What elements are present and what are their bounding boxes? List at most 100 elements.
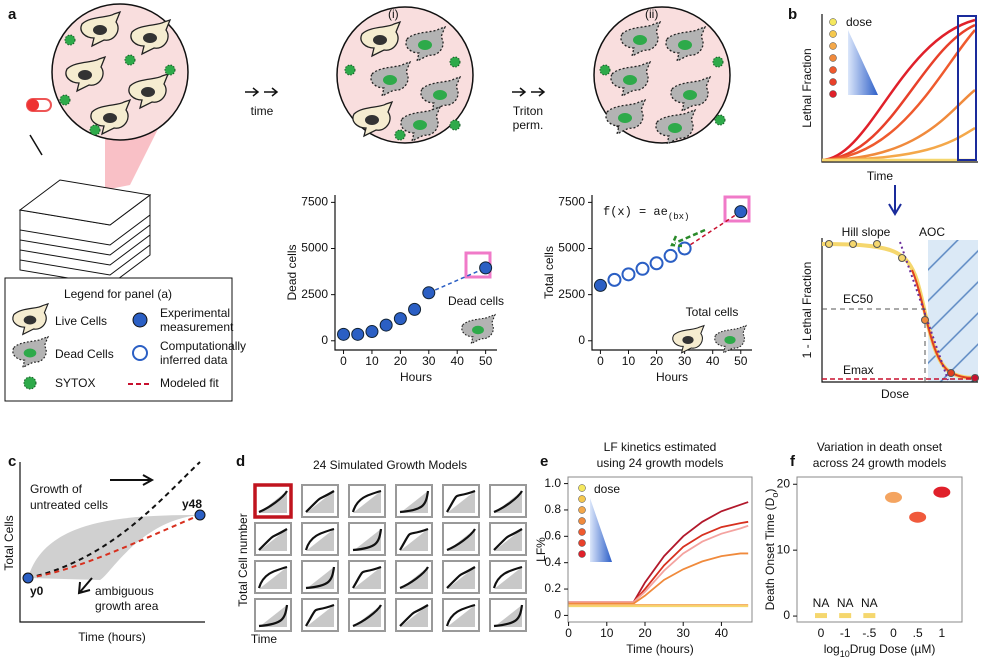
live-cell [90, 98, 132, 136]
sytox [64, 34, 76, 46]
model-curve [304, 527, 335, 551]
nucleus [682, 336, 694, 344]
nucleus [103, 113, 117, 123]
legend-label: inferred data [160, 353, 228, 367]
nucleus [365, 115, 379, 125]
y-tick-label: 2500 [558, 287, 585, 301]
dead-cell [400, 105, 442, 143]
legend-label: Live Cells [55, 314, 107, 328]
panel-a-art [4, 3, 751, 402]
sytox [59, 94, 71, 106]
y-tick-label: 0.6 [544, 528, 561, 542]
x-tick-label: 30 [677, 626, 691, 640]
series-line [568, 552, 749, 605]
data-point [393, 312, 407, 326]
series-line [568, 524, 749, 604]
model-curve [446, 528, 476, 552]
panel-label: a [8, 6, 17, 23]
live-cell [672, 324, 705, 354]
x-tick-label: 40 [715, 626, 729, 640]
axis-label: Death Onset Time (Do) [763, 489, 780, 611]
chart-title: using 24 growth models [597, 456, 724, 470]
zoom-cone [105, 125, 160, 190]
y-tick-label: 0.2 [544, 581, 561, 595]
na-label: NA [813, 596, 830, 610]
sytox [712, 56, 724, 68]
axis-label: Total Cell number [236, 513, 250, 606]
panel-c-art [19, 461, 206, 623]
model-area [259, 567, 287, 589]
model-area [400, 529, 428, 551]
data-point [621, 267, 636, 282]
dead-cell [405, 25, 447, 63]
formula-part: (bx) [668, 212, 690, 222]
fit-line [428, 267, 486, 294]
sytox [164, 64, 176, 76]
nucleus [668, 123, 682, 133]
nucleus [618, 113, 632, 123]
dose-dot [578, 539, 586, 547]
x-tick-label: -1 [840, 626, 851, 640]
model-area [306, 529, 334, 551]
model-curve [445, 603, 476, 627]
y-tick-label: 2500 [301, 287, 328, 301]
dead-cell [670, 75, 712, 113]
model-area [447, 605, 475, 627]
axis [334, 195, 497, 351]
data-point [649, 256, 664, 271]
nucleus [78, 70, 92, 80]
plot-frame [796, 476, 963, 623]
dose-dot [578, 495, 586, 503]
annotation: AOC [919, 225, 945, 239]
x-tick-label: 0 [340, 354, 347, 368]
axis-label-part: o [770, 493, 780, 498]
model-curve [305, 490, 335, 513]
model-curve [352, 565, 382, 589]
model-area [494, 567, 522, 589]
sytox [23, 376, 37, 390]
model-curve [257, 565, 288, 589]
axis-label-part: ) [763, 489, 777, 493]
data-point [337, 327, 351, 341]
highlight [723, 195, 751, 223]
annotation: Growth of [30, 482, 83, 496]
live-cell [80, 10, 122, 48]
dose-dot [578, 550, 586, 558]
arrow-label: time [251, 104, 274, 118]
annotation: ambiguous [95, 584, 154, 598]
live-cell [128, 72, 170, 110]
model-curve [493, 604, 524, 628]
x-tick-label: 50 [479, 354, 493, 368]
data-cluster [933, 486, 951, 498]
model-area [400, 605, 428, 627]
axis-label: Dead cells [285, 244, 299, 300]
chart-title: 24 Simulated Growth Models [313, 458, 467, 472]
dead-cell [370, 60, 412, 98]
na-marker [863, 613, 876, 619]
nucleus [373, 35, 387, 45]
live-cell [130, 18, 172, 56]
panel-label: d [236, 453, 245, 470]
model-curve [258, 604, 289, 628]
nucleus [141, 87, 155, 97]
chart-title: LF kinetics estimated [604, 440, 717, 454]
panel-label: e [540, 453, 548, 470]
axis-label: Time [867, 169, 894, 183]
axis-label-part: 10 [840, 649, 850, 659]
legend-label: Modeled fit [160, 376, 219, 390]
y-tick-label: 1.0 [544, 476, 561, 490]
model-curve [493, 490, 523, 514]
y-tick-label: 10 [777, 542, 791, 556]
sytox [89, 124, 101, 136]
x-tick-label: 0 [565, 626, 572, 640]
y-tick-label: 0.8 [544, 502, 561, 516]
fit-line [684, 210, 742, 250]
model-curve [493, 528, 523, 551]
nucleus [633, 35, 647, 45]
x-tick-label: 10 [622, 354, 636, 368]
dose-label: dose [846, 15, 872, 29]
y-tick-label: 5000 [558, 241, 585, 255]
x-tick-label: 30 [678, 354, 692, 368]
dead-cell [605, 98, 647, 136]
